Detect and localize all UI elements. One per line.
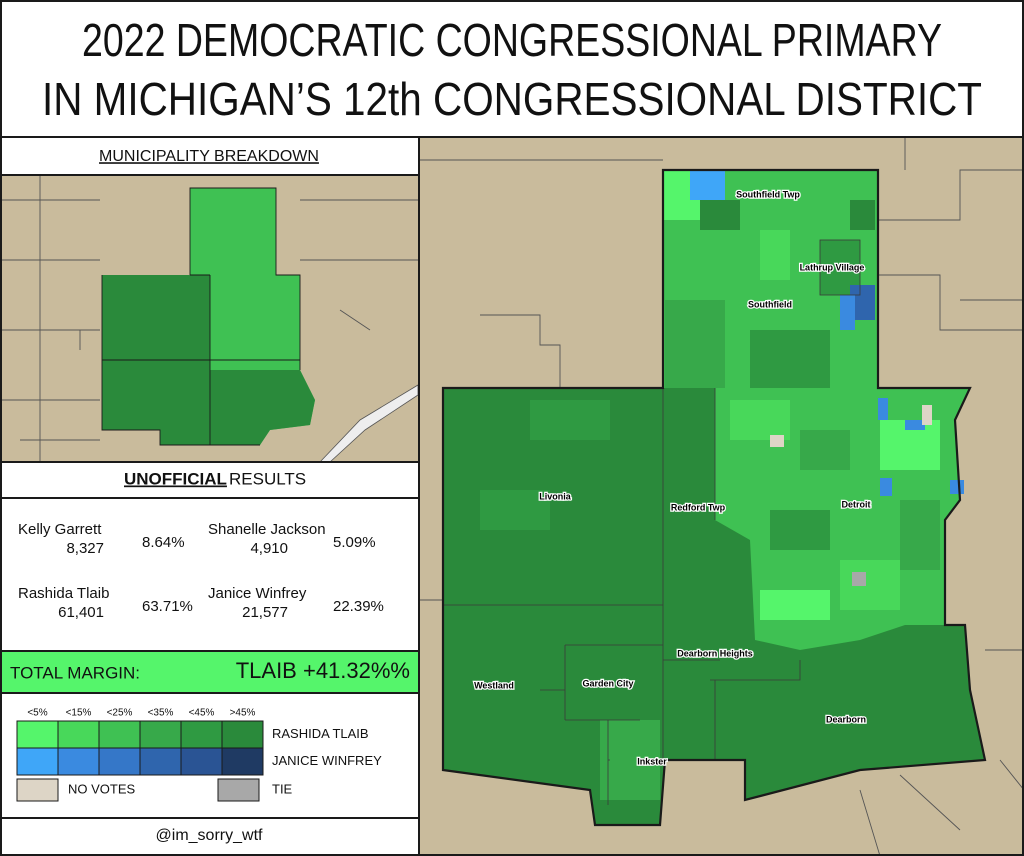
map-label: Garden City (582, 678, 633, 688)
title-line: IN MICHIGAN’S 12th CONGRESSIONAL DISTRIC… (42, 73, 982, 125)
margin-band (0, 651, 418, 693)
legend-swatch (221, 747, 264, 776)
legend-bin: <45% (189, 708, 215, 719)
legend-swatch (98, 720, 141, 749)
region (480, 490, 550, 530)
margin-label: TOTAL MARGIN: (10, 663, 140, 682)
legend-swatch (180, 747, 223, 776)
candidate-votes: 8,327 (66, 540, 104, 557)
candidate-percent: 22.39% (333, 598, 384, 615)
legend-bin: <5% (27, 708, 47, 719)
region (852, 572, 866, 586)
map-label: Dearborn Heights (677, 648, 753, 658)
map-label: Lathrup Village (800, 262, 865, 272)
legend-label: TIE (272, 781, 293, 796)
legend-swatch (221, 720, 264, 749)
region (905, 420, 925, 430)
legend-bin: <25% (107, 708, 133, 719)
region (840, 295, 855, 330)
region (850, 200, 875, 230)
candidate-percent: 63.71% (142, 598, 193, 615)
main-map: Southfield Twp Lathrup Village Southfiel… (420, 137, 1024, 856)
section-title: MUNICIPALITY BREAKDOWN (99, 148, 319, 165)
margin-value: TLAIB +41.32%% (236, 658, 410, 683)
legend-swatch (139, 720, 182, 749)
results-title: UNOFFICIAL (124, 469, 227, 488)
region (760, 590, 830, 620)
map-label: Inkster (637, 756, 667, 766)
region (922, 405, 932, 425)
region (760, 230, 790, 280)
candidate-name: Rashida Tlaib (18, 585, 109, 602)
map-label: Southfield (748, 299, 792, 309)
region (770, 435, 784, 447)
map-label: Westland (474, 680, 514, 690)
legend-swatch (180, 720, 223, 749)
region (750, 330, 830, 388)
legend-swatch (16, 778, 59, 802)
legend-bin: <35% (148, 708, 174, 719)
candidate-votes: 21,577 (242, 604, 288, 621)
legend-swatch (16, 747, 59, 776)
region (840, 560, 900, 610)
roads (0, 175, 418, 462)
legend-swatch (217, 778, 260, 802)
panel-borders (0, 136, 1024, 856)
municipal-borders (101, 187, 301, 446)
region (690, 170, 725, 200)
region (800, 430, 850, 470)
results-table: Kelly Garrett 8,327 8.64% Shanelle Jackson 4… (18, 521, 384, 621)
region (880, 478, 892, 496)
legend-swatch (139, 747, 182, 776)
region (700, 200, 740, 230)
candidate-percent: 8.64% (142, 534, 185, 551)
legend: <5% <15% <25% <35% <45% >45% RASHIDA TLAIB JANI… (16, 708, 382, 802)
legend-row-label: JANICE WINFREY (272, 753, 382, 768)
overview-map (0, 175, 419, 463)
legend-swatch (57, 720, 100, 749)
candidate-name: Kelly Garrett (18, 521, 102, 538)
legend-swatch (98, 747, 141, 776)
region (878, 398, 888, 420)
results-title: RESULTS (229, 469, 306, 488)
map-label: Livonia (539, 491, 571, 501)
region (530, 400, 610, 440)
district-border (441, 168, 987, 827)
credit: @im_sorry_wtf (156, 827, 263, 844)
roads (420, 137, 1024, 856)
region (665, 300, 725, 388)
title-line: 2022 DEMOCRATIC CONGRESSIONAL PRIMARY (82, 14, 942, 66)
municipal-border (819, 239, 861, 296)
map-label: Redford Twp (671, 502, 726, 512)
region (730, 400, 790, 440)
legend-bin: >45% (230, 708, 256, 719)
region (950, 480, 964, 494)
candidate-percent: 5.09% (333, 534, 376, 551)
legend-swatch (57, 747, 100, 776)
region (900, 500, 940, 570)
legend-label: NO VOTES (68, 781, 136, 796)
municipal-borders (443, 388, 801, 805)
legend-bin: <15% (66, 708, 92, 719)
map-label: Detroit (842, 499, 871, 509)
map-label: Southfield Twp (736, 189, 800, 199)
legend-row-label: RASHIDA TLAIB (272, 726, 369, 741)
candidate-name: Shanelle Jackson (208, 521, 326, 538)
candidate-votes: 61,401 (58, 604, 104, 621)
candidate-name: Janice Winfrey (208, 585, 307, 602)
region (770, 510, 830, 550)
candidate-votes: 4,910 (250, 540, 288, 557)
map-label: Dearborn (826, 714, 866, 724)
legend-swatch (16, 720, 59, 749)
